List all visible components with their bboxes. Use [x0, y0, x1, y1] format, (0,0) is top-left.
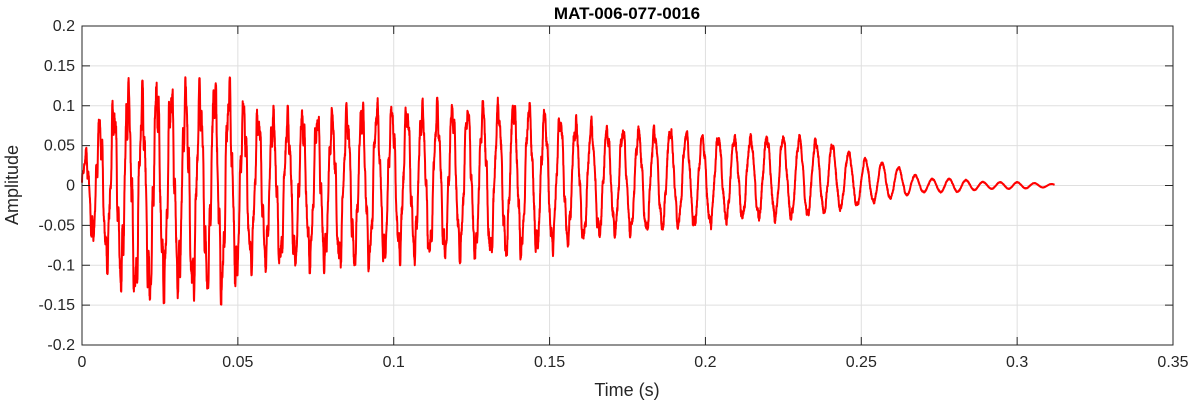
x-tick-label: 0	[78, 354, 87, 371]
x-tick-label: 0.2	[694, 354, 716, 371]
x-tick-label: 0.05	[222, 354, 253, 371]
x-tick-label: 0.35	[1157, 354, 1188, 371]
signal-line	[81, 76, 1056, 306]
x-axis-label: Time (s)	[594, 380, 659, 400]
chart-title: MAT-006-077-0016	[554, 4, 700, 23]
x-tick-label: 0.1	[383, 354, 405, 371]
y-tick-label: -0.2	[47, 337, 75, 354]
y-tick-label: -0.15	[39, 297, 76, 314]
y-tick-label: 0.15	[44, 58, 75, 75]
y-tick-label: 0.2	[53, 18, 75, 35]
y-tick-label: -0.1	[47, 257, 75, 274]
x-tick-label: 0.15	[534, 354, 565, 371]
x-tick-label: 0.3	[1006, 354, 1028, 371]
signal-trace	[81, 76, 1056, 306]
y-tick-label: 0.1	[53, 98, 75, 115]
y-tick-label: 0	[66, 178, 75, 195]
y-axis-label: Amplitude	[2, 145, 22, 225]
y-tick-label: 0.05	[44, 138, 75, 155]
x-tick-label: 0.25	[846, 354, 877, 371]
y-tick-label: -0.05	[39, 217, 76, 234]
y-axis-ticks: -0.2 -0.15 -0.1 -0.05 0 0.05 0.1 0.15 0.2	[39, 18, 1173, 354]
x-axis-ticks: 0 0.05 0.1 0.15 0.2 0.25 0.3 0.35	[78, 26, 1189, 371]
